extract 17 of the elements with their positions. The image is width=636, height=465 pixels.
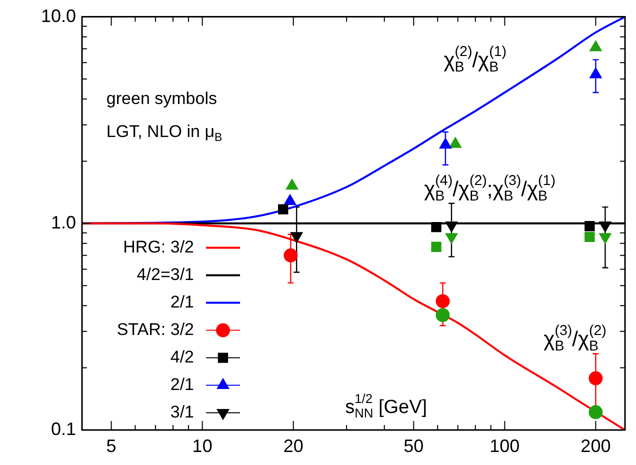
x-tick-label: 200 [580, 436, 611, 456]
legend-label: STAR: 3/2 [116, 320, 194, 339]
legend-label: HRG: 3/2 [123, 237, 194, 256]
legend-label: 4/2 [170, 347, 194, 366]
x-tick-label: 100 [490, 436, 520, 456]
legend-label: 4/2=3/1 [136, 264, 194, 284]
y-tick-label: 0.1 [50, 418, 76, 439]
annotation: green symbols [106, 89, 217, 108]
legend-label: 2/1 [170, 292, 194, 312]
y-tick-label: 1.0 [50, 212, 76, 232]
x-tick-label: 5 [106, 436, 116, 456]
x-tick-label: 50 [404, 436, 424, 456]
y-tick-label: 10.0 [40, 6, 76, 26]
x-tick-label: 10 [192, 436, 212, 456]
x-tick-label: 20 [283, 436, 304, 456]
legend-label: 3/1 [170, 402, 194, 422]
legend-label: 2/1 [170, 374, 194, 394]
